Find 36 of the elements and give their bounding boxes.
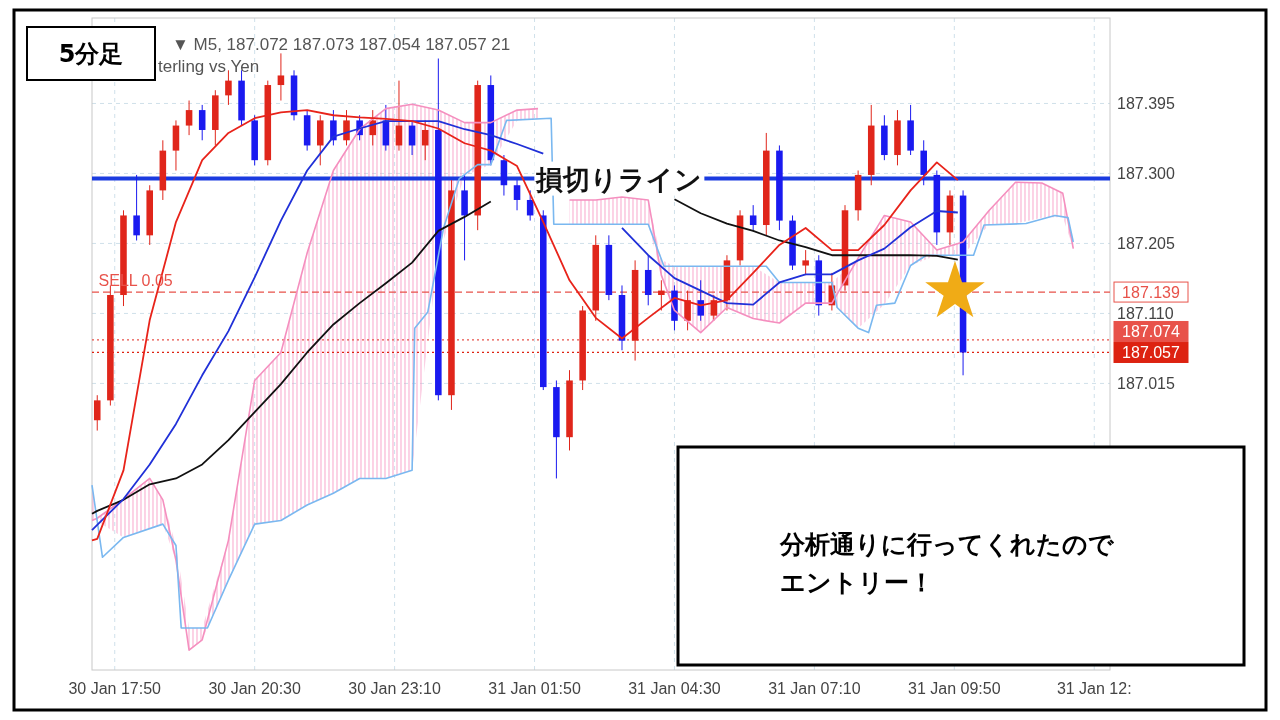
annotation: エントリー！	[780, 568, 934, 597]
annotation: 損切りライン	[535, 163, 703, 195]
x-tick-label: 30 Jan 23:10	[348, 680, 441, 697]
note-box: 分析通りに行ってくれたので エントリー！	[676, 445, 1246, 667]
ref-line-label: 187.139	[1122, 284, 1181, 302]
y-tick-label: 187.205	[1117, 235, 1175, 253]
x-tick-label: 31 Jan 12:	[1056, 680, 1132, 697]
candlestick	[749, 204, 757, 231]
x-tick-label: 31 Jan 09:50	[908, 680, 1001, 697]
candlestick	[802, 249, 809, 276]
candlestick	[330, 109, 337, 146]
y-tick-label: 187.395	[1117, 95, 1175, 113]
y-tick-label: 187.300	[1117, 165, 1175, 183]
x-tick-label: 31 Jan 01:50	[488, 680, 581, 697]
candlestick	[198, 104, 206, 141]
x-tick-label: 30 Jan 20:30	[208, 680, 302, 697]
candlestick	[684, 290, 691, 331]
candlestick	[658, 279, 665, 311]
y-tick-label: 187.110	[1117, 305, 1174, 323]
candlestick	[133, 174, 140, 241]
candlestick	[697, 279, 704, 322]
y-tick-label: 187.015	[1117, 375, 1175, 393]
ref-line-label: 187.074	[1122, 323, 1181, 341]
candlestick	[93, 394, 101, 432]
x-tick-label: 31 Jan 04:30	[628, 680, 721, 697]
ref-line-label: 187.057	[1122, 344, 1181, 362]
candlestick	[513, 179, 521, 211]
annotation: terling vs Yen	[158, 57, 260, 76]
x-tick-label: 30 Jan 17:50	[68, 680, 162, 697]
annotation: ▼ M5, 187.072 187.073 187.054 187.057 21	[172, 35, 511, 54]
candlestick	[225, 69, 232, 106]
candlestick	[277, 52, 285, 102]
candlestick	[185, 100, 193, 136]
text: 5分足	[58, 40, 124, 68]
x-tick-label: 31 Jan 07:10	[768, 680, 861, 697]
annotation: 分析通りに行ってくれたので	[779, 530, 1115, 559]
